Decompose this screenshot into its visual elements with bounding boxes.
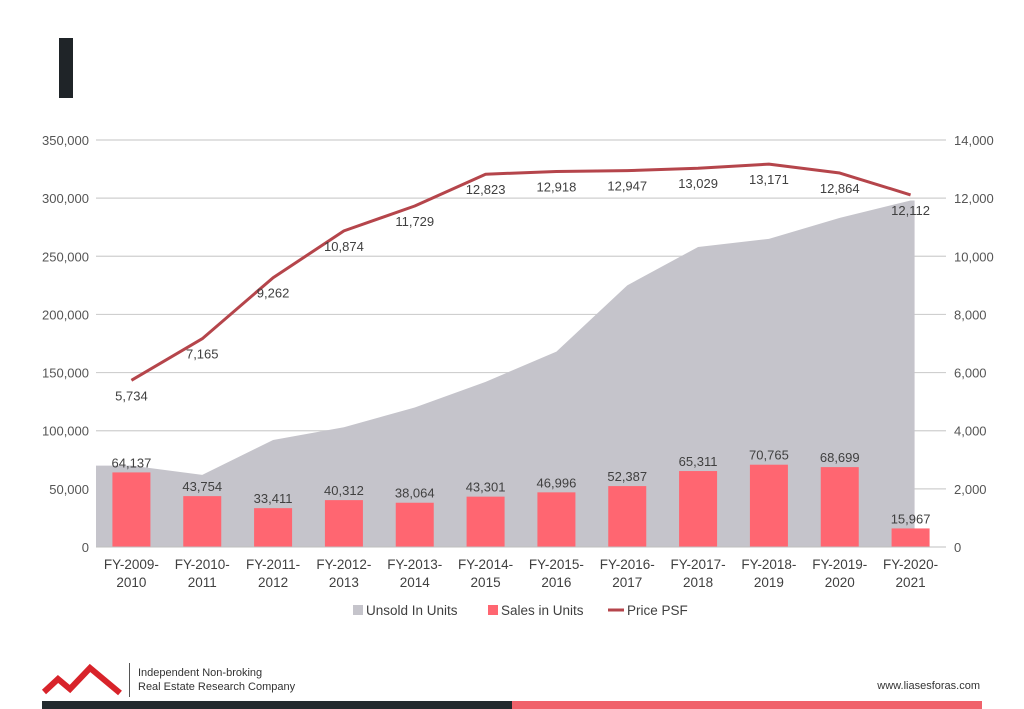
price-value-label: 12,823 [466,182,506,197]
price-value-label: 13,171 [749,172,789,187]
sales-bar [254,508,293,547]
price-value-label: 12,112 [891,203,930,218]
x-category-label: FY-2019-2020 [812,557,867,590]
x-category-label: FY-2013-2014 [387,557,442,590]
sales-bar [183,496,222,547]
y-left-tick-label: 350,000 [42,133,89,148]
price-value-label: 12,918 [537,179,577,194]
sales-bar [820,467,859,547]
price-line [130,162,912,382]
y-left-tick-label: 300,000 [42,191,89,206]
sales-value-label: 65,311 [679,454,718,469]
chart-svg: 64,137 43,754 33,411 40,312 38,064 43,301 46,9… [42,133,994,618]
title-accent-bar [59,38,73,98]
y-left-tick-label: 250,000 [42,249,89,264]
sales-bar-series [112,464,930,547]
x-category-label: FY-2014-2015 [458,557,513,590]
website-link[interactable]: www.liasesforas.com [877,680,980,692]
sales-bar [608,486,647,547]
x-category-label: FY-2018-2019 [741,557,796,590]
sales-value-label: 43,754 [182,479,222,494]
tagline-line-2: Real Estate Research Company [138,681,296,693]
sales-value-label: 52,387 [607,469,647,484]
sales-value-label: 64,137 [112,455,152,470]
company-tagline: Independent Non-broking Real Estate Rese… [138,666,295,694]
y-left-tick-label: 150,000 [42,366,89,381]
x-category-label: FY-2010-2011 [175,557,230,590]
price-value-label: 5,734 [115,388,148,403]
sales-bar [324,500,363,547]
legend-label-unsold: Unsold In Units [366,603,458,618]
sales-value-label: 40,312 [324,483,364,498]
price-value-label: 10,874 [324,239,364,254]
x-category-label: FY-2009-2010 [104,557,159,590]
y-right-tick-label: 4,000 [954,424,987,439]
price-value-label: 9,262 [257,286,290,301]
tagline-line-1: Independent Non-broking [138,667,263,679]
sales-bar [112,472,151,547]
footer-divider [129,663,130,697]
x-category-label: FY-2011-2012 [246,557,300,590]
y-right-tick-label: 10,000 [954,249,994,264]
y-right-tick-label: 6,000 [954,366,987,381]
sales-bar [679,471,718,547]
y-left-tick-label: 50,000 [49,482,89,497]
y-left-tick-label: 200,000 [42,307,89,322]
price-value-label: 11,729 [395,214,434,229]
sales-bar [466,496,505,547]
price-value-label: 7,165 [186,347,219,362]
sales-bar [395,502,434,547]
sales-value-label: 38,064 [395,486,435,501]
sales-bar [891,528,930,547]
footer-band-red [512,701,982,709]
y-right-tick-label: 14,000 [954,133,994,148]
legend-label-sales: Sales in Units [501,603,584,618]
y-left-tick-label: 100,000 [42,424,89,439]
sales-bar [749,464,788,547]
unsold-area-series [96,200,915,547]
x-category-label: FY-2012-2013 [316,557,371,590]
y-right-tick-label: 8,000 [954,307,987,322]
x-category-label: FY-2016-2017 [600,557,655,590]
sales-value-label: 43,301 [466,480,506,495]
sales-bar [537,492,576,547]
sales-value-label: 15,967 [891,511,931,526]
sales-value-label: 68,699 [820,450,860,465]
price-value-label: 12,947 [607,179,647,194]
price-line-series [130,162,912,382]
y-right-tick-label: 12,000 [954,191,994,206]
x-category-label: FY-2020-2021 [883,557,938,590]
legend-label-price: Price PSF [627,603,688,618]
legend-swatch-sales [488,605,498,615]
sales-value-label: 70,765 [749,448,789,463]
x-category-label: FY-2017-2018 [671,557,726,590]
legend-swatch-unsold [353,605,363,615]
price-value-label: 12,864 [820,181,860,196]
sales-value-label: 46,996 [537,475,577,490]
x-category-label: FY-2015-2016 [529,557,584,590]
data-labels: 64,137 43,754 33,411 40,312 38,064 43,301 46,9… [112,172,931,526]
mountain-logo-icon [40,662,124,703]
footer-band-dark [42,701,512,709]
y-right-tick-label: 0 [954,540,961,555]
axes: 0 0 50,000 2,000 100,000 4,000 150,000 6,000 200… [42,133,994,590]
legend[interactable]: Unsold In Units Sales in Units Price PSF [353,603,688,618]
unsold-area [96,200,915,547]
y-right-tick-label: 2,000 [954,482,987,497]
price-value-label: 13,029 [678,176,718,191]
sales-value-label: 33,411 [254,491,293,506]
y-left-tick-label: 0 [82,540,89,555]
